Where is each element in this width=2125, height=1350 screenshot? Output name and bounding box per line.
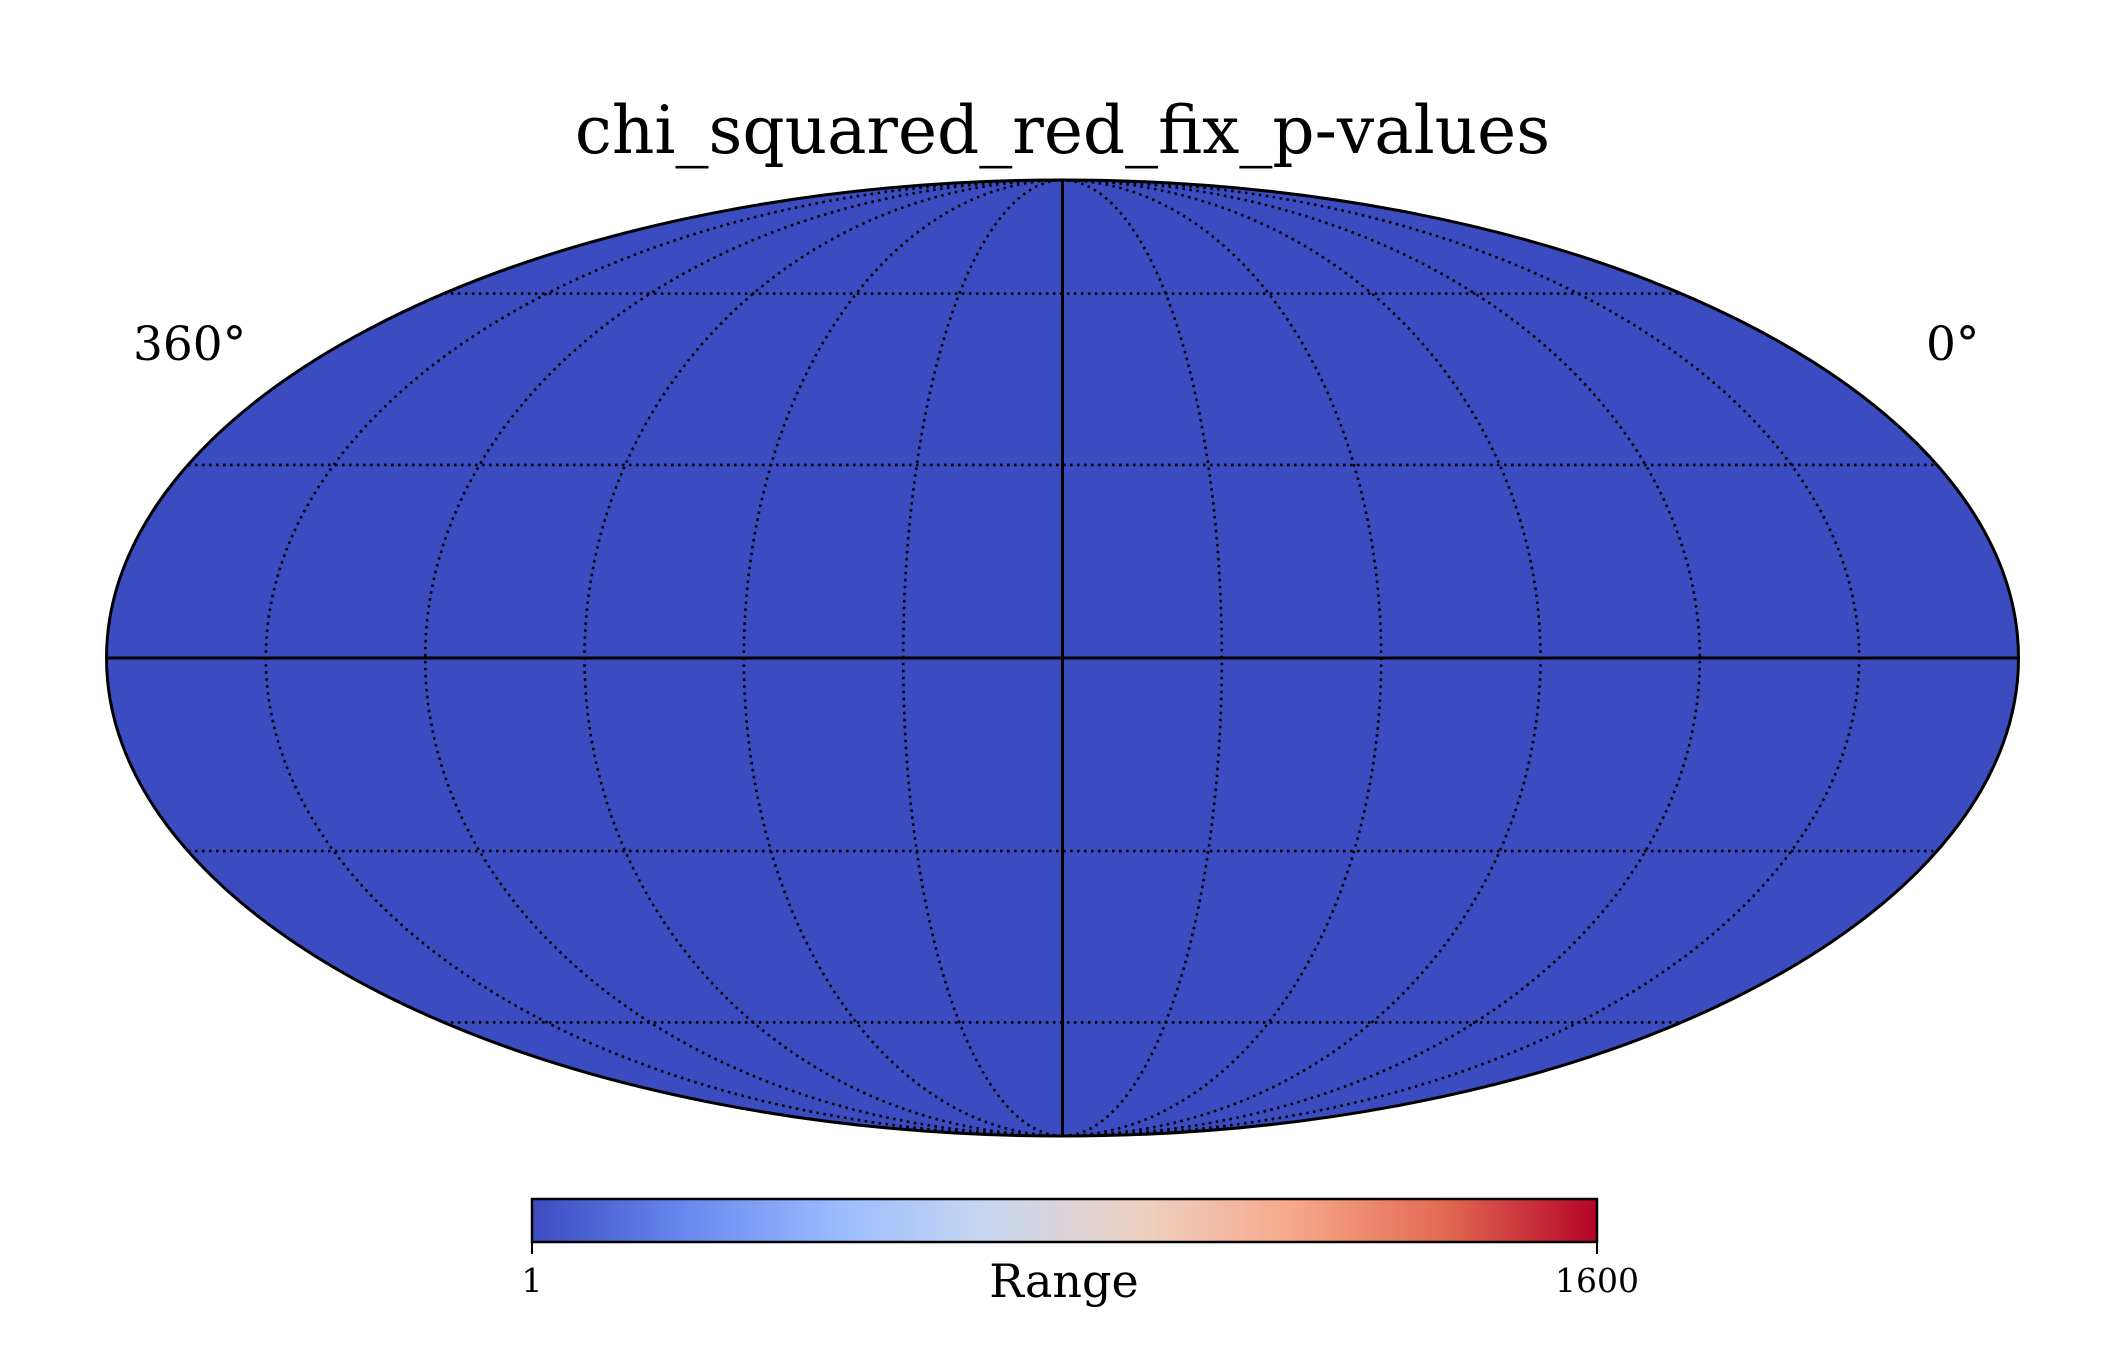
colorbar-tick-label-max: 1600	[1555, 1261, 1639, 1300]
chart-title: chi_squared_red_fix_p-values	[575, 92, 1550, 169]
map-outline	[105, 178, 2020, 1138]
lon-label-0: 0°	[1926, 317, 1979, 372]
colorbar	[530, 1197, 1599, 1244]
lon-label-360: 360°	[133, 317, 246, 372]
colorbar-label: Range	[989, 1254, 1138, 1308]
colorbar-tick-label-min: 1	[522, 1261, 543, 1300]
